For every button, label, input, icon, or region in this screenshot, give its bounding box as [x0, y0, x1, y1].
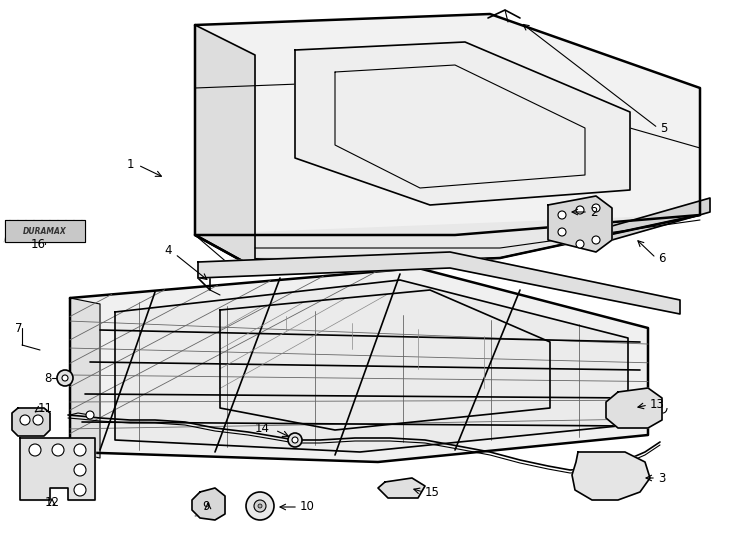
Polygon shape [195, 215, 700, 268]
Polygon shape [70, 268, 648, 462]
Circle shape [576, 240, 584, 248]
Text: 7: 7 [15, 321, 22, 334]
Text: 13: 13 [650, 399, 665, 411]
Text: DURAMAX: DURAMAX [23, 226, 67, 235]
Polygon shape [195, 14, 700, 235]
Circle shape [288, 433, 302, 447]
Circle shape [74, 444, 86, 456]
Polygon shape [572, 452, 650, 500]
Polygon shape [5, 220, 85, 242]
Circle shape [254, 500, 266, 512]
Circle shape [592, 236, 600, 244]
Circle shape [74, 464, 86, 476]
Polygon shape [195, 25, 255, 268]
Text: 16: 16 [31, 238, 46, 251]
Circle shape [246, 492, 274, 520]
Text: 15: 15 [425, 485, 440, 498]
Text: 5: 5 [660, 122, 667, 134]
Circle shape [74, 484, 86, 496]
Polygon shape [192, 488, 225, 520]
Circle shape [292, 437, 298, 443]
Polygon shape [598, 198, 710, 244]
Text: 8: 8 [45, 372, 52, 384]
Circle shape [86, 411, 94, 419]
Circle shape [57, 370, 73, 386]
Circle shape [558, 211, 566, 219]
Circle shape [20, 415, 30, 425]
Circle shape [558, 228, 566, 236]
Text: 11: 11 [38, 402, 53, 415]
Circle shape [29, 444, 41, 456]
Text: 1: 1 [126, 159, 134, 172]
Polygon shape [606, 388, 662, 428]
Text: 4: 4 [164, 244, 172, 256]
Polygon shape [378, 478, 425, 498]
Circle shape [592, 204, 600, 212]
Polygon shape [70, 298, 100, 458]
Circle shape [33, 415, 43, 425]
Polygon shape [20, 438, 95, 500]
Polygon shape [12, 408, 50, 436]
Text: 12: 12 [45, 496, 59, 510]
Circle shape [52, 444, 64, 456]
Text: 3: 3 [658, 471, 666, 484]
Circle shape [258, 504, 262, 508]
Text: 9: 9 [203, 501, 210, 514]
Polygon shape [198, 252, 680, 314]
Polygon shape [115, 280, 628, 452]
Polygon shape [295, 42, 630, 205]
Text: 2: 2 [590, 206, 597, 219]
Text: 14: 14 [255, 422, 269, 435]
Polygon shape [548, 196, 612, 252]
Text: 6: 6 [658, 252, 666, 265]
Text: 10: 10 [300, 501, 315, 514]
Circle shape [62, 375, 68, 381]
Circle shape [576, 206, 584, 214]
